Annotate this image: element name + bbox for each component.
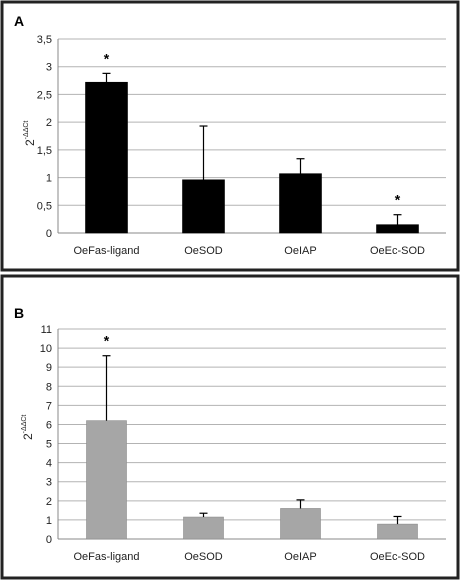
panel-a-bar-oeiap — [279, 173, 322, 234]
panel-a-categories: OeFas-ligand OeSOD OeIAP OeEc-SOD — [73, 245, 425, 257]
panel-a-y-tick-label: 1 — [46, 173, 52, 185]
panel-a-bar-oefas-ligand — [85, 81, 128, 234]
panel-b-y-tick-label: 7 — [46, 400, 52, 412]
panel-a-y-tick-label: 3,5 — [37, 34, 52, 46]
panel-a: A 2-ΔΔCt 00,511,522,533,5 ** OeFas-ligan… — [14, 13, 446, 257]
panel-a-category-label: OeFas-ligand — [73, 245, 139, 257]
panel-a-y-ticks: 0 0,5 1 1,5 2 2,5 3 3,5 — [37, 34, 52, 240]
panel-a-y-tick-label: 1,5 — [37, 145, 52, 157]
panel-b-ylabel-exp: -ΔΔCt — [21, 415, 28, 434]
panel-b-bar-oefas-ligand — [86, 420, 127, 540]
panel-b-category-label: OeIAP — [284, 551, 316, 563]
panel-b-category-label: OeSOD — [184, 551, 223, 563]
panel-b-bar-oesod — [183, 516, 224, 540]
panel-b-y-tick-label: 10 — [40, 343, 52, 355]
panel-a-bar-oeec-sod — [376, 224, 419, 234]
panel-b-y-tick-label: 9 — [46, 362, 52, 374]
panel-b-y-tick-label: 11 — [41, 324, 52, 336]
panel-b-category-label: OeFas-ligand — [73, 551, 139, 563]
panel-a-y-tick-label: 3 — [46, 62, 52, 74]
panel-a-bars: ** — [85, 50, 419, 234]
panel-a-y-tick-label: 0,5 — [37, 200, 52, 212]
panel-b-bar-oeec-sod — [377, 523, 418, 540]
panel-a-y-tick-label: 0 — [46, 228, 52, 240]
panel-b-categories: OeFas-ligand OeSOD OeIAP OeEc-SOD — [73, 551, 425, 563]
panel-b-bars: * — [86, 333, 418, 540]
panel-a-ylabel: 2-ΔΔCt — [23, 121, 37, 146]
panel-a-significance-star: * — [395, 192, 401, 208]
panel-b-bar-oeiap — [280, 508, 321, 540]
panel-a-bar-oesod — [182, 179, 225, 234]
panel-b-y-tick-label: 5 — [46, 439, 52, 451]
panel-b-ylabel-base: 2 — [21, 433, 35, 440]
panel-b-category-label: OeEc-SOD — [370, 551, 425, 563]
panel-a-significance-star: * — [104, 50, 110, 66]
panel-b-y-tick-label: 1 — [46, 515, 52, 527]
panel-b-y-tick-label: 4 — [46, 458, 52, 470]
panel-b-y-tick-label: 0 — [46, 534, 52, 546]
panel-a-ylabel-base: 2 — [23, 139, 37, 146]
panel-b-y-tick-label: 6 — [46, 419, 52, 431]
panel-b-y-ticks: 0 1 2 3 4 5 6 7 8 9 10 11 — [40, 324, 52, 546]
panel-a-label: A — [14, 13, 24, 29]
panel-a-category-label: OeSOD — [184, 245, 223, 257]
panel-a-y-tick-label: 2,5 — [37, 89, 52, 101]
panel-a-ylabel-exp: -ΔΔCt — [23, 121, 30, 140]
panel-a-category-label: OeEc-SOD — [370, 245, 425, 257]
panel-b-label: B — [14, 305, 24, 321]
panel-b-y-tick-label: 3 — [46, 477, 52, 489]
panel-b-ylabel: 2-ΔΔCt — [21, 415, 35, 440]
panel-a-category-label: OeIAP — [284, 245, 316, 257]
panel-a-y-tick-label: 2 — [46, 117, 52, 129]
panel-b-y-tick-label: 2 — [46, 496, 52, 508]
panel-b-y-tick-label: 8 — [46, 381, 52, 393]
panel-b-significance-star: * — [104, 333, 110, 349]
